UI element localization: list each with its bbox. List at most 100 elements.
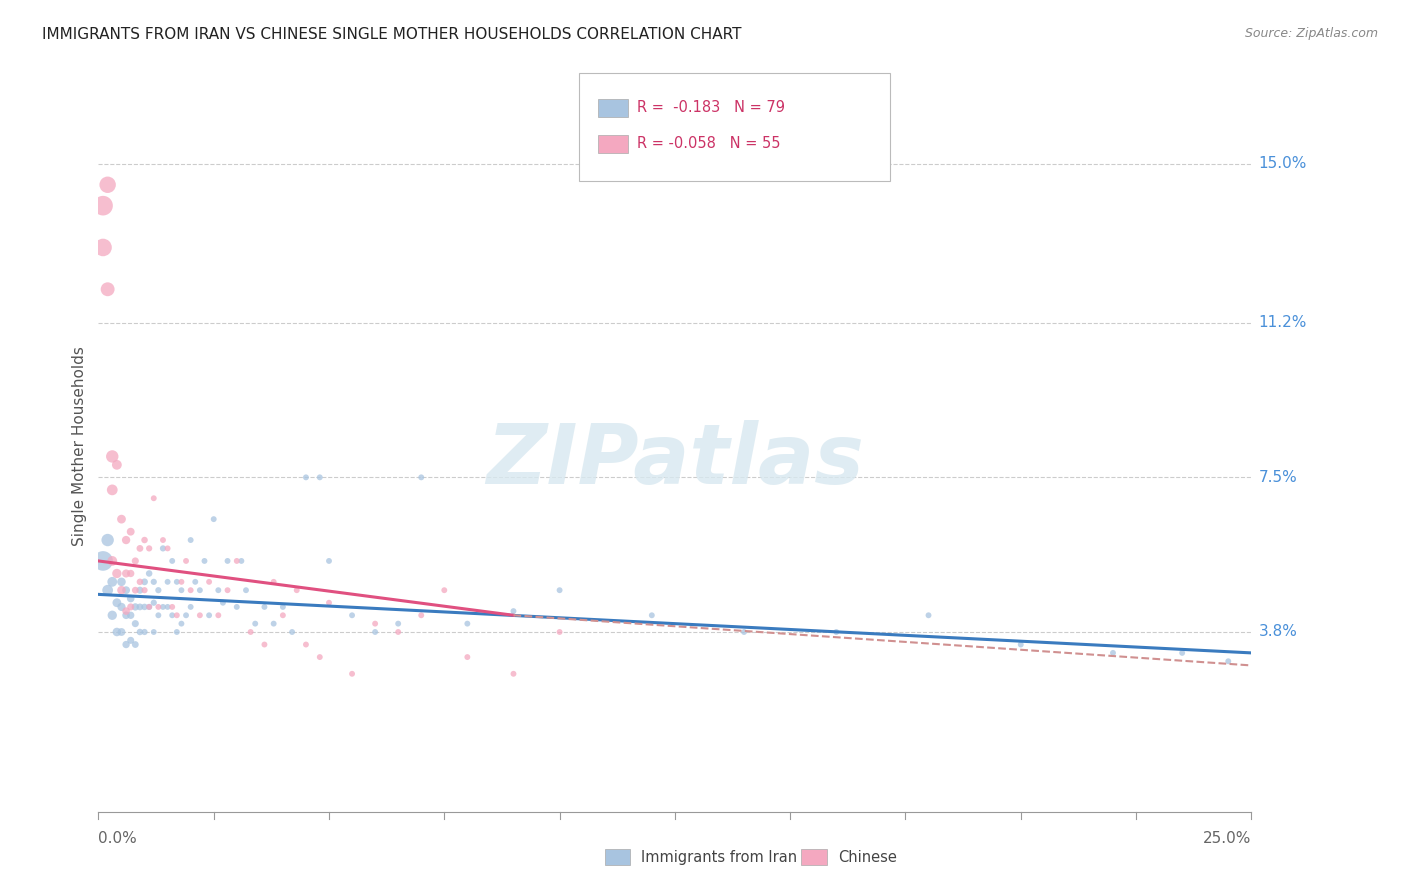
Point [174, 554, 197, 568]
Point [180, 583, 202, 598]
Point [115, 638, 138, 652]
Point [170, 616, 193, 631]
Point [97, 583, 120, 598]
Point [217, 554, 239, 568]
Point [456, 650, 478, 665]
Point [120, 566, 142, 581]
Point [101, 483, 124, 497]
Point [198, 608, 221, 623]
Text: 25.0%: 25.0% [1204, 831, 1251, 846]
Point [124, 554, 146, 568]
Point [148, 599, 170, 614]
Point [160, 599, 183, 614]
Text: R = -0.058   N = 55: R = -0.058 N = 55 [637, 136, 780, 151]
Text: 11.2%: 11.2% [1258, 315, 1306, 330]
Point [129, 583, 152, 598]
Point [271, 608, 294, 623]
Point [340, 608, 363, 623]
Point [180, 599, 202, 614]
Point [193, 554, 215, 568]
Point [166, 574, 188, 589]
Point [202, 512, 225, 526]
Point [364, 616, 387, 631]
Point [239, 625, 262, 640]
Point [91, 199, 114, 213]
Point [148, 583, 170, 598]
Point [120, 599, 142, 614]
Point [502, 666, 524, 681]
Y-axis label: Single Mother Households: Single Mother Households [72, 346, 87, 546]
Point [110, 583, 132, 598]
Point [124, 599, 146, 614]
Text: R =  -0.183   N = 79: R = -0.183 N = 79 [637, 101, 785, 115]
Point [308, 650, 330, 665]
Point [1010, 638, 1032, 652]
Point [156, 599, 179, 614]
Point [152, 533, 174, 547]
Point [115, 583, 138, 598]
Point [548, 625, 571, 640]
Point [917, 608, 939, 623]
Point [142, 574, 165, 589]
Point [188, 583, 211, 598]
Point [160, 554, 183, 568]
Point [318, 596, 340, 610]
Point [134, 533, 156, 547]
Text: 7.5%: 7.5% [1258, 470, 1298, 485]
Point [148, 608, 170, 623]
Point [825, 625, 848, 640]
Point [91, 240, 114, 254]
Point [115, 604, 138, 618]
Point [295, 470, 318, 484]
Point [124, 583, 146, 598]
Point [231, 554, 253, 568]
Point [134, 583, 156, 598]
Point [160, 608, 183, 623]
Point [97, 282, 120, 296]
Point [271, 599, 294, 614]
Point [245, 616, 267, 631]
Point [134, 574, 156, 589]
Point [129, 574, 152, 589]
Point [120, 608, 142, 623]
Point [120, 633, 142, 648]
Point [253, 599, 276, 614]
Point [318, 554, 340, 568]
Point [364, 625, 387, 640]
Point [217, 583, 239, 598]
Point [733, 625, 755, 640]
Point [120, 591, 142, 606]
Point [253, 638, 276, 652]
Point [207, 608, 229, 623]
Point [263, 616, 285, 631]
Point [142, 596, 165, 610]
Point [124, 616, 146, 631]
Point [138, 566, 160, 581]
Point [156, 541, 179, 556]
Point [101, 450, 124, 464]
Point [110, 599, 132, 614]
Point [105, 625, 128, 640]
Point [101, 574, 124, 589]
Point [180, 533, 202, 547]
Point [142, 625, 165, 640]
Point [285, 583, 308, 598]
Point [105, 566, 128, 581]
Text: Immigrants from Iran: Immigrants from Iran [641, 850, 797, 864]
Point [235, 583, 257, 598]
Text: IMMIGRANTS FROM IRAN VS CHINESE SINGLE MOTHER HOUSEHOLDS CORRELATION CHART: IMMIGRANTS FROM IRAN VS CHINESE SINGLE M… [42, 27, 742, 42]
Text: 0.0%: 0.0% [98, 831, 138, 846]
Point [101, 554, 124, 568]
Point [281, 625, 304, 640]
Point [308, 470, 330, 484]
Point [110, 625, 132, 640]
Point [129, 625, 152, 640]
Point [124, 638, 146, 652]
Point [387, 625, 409, 640]
Text: ZIPatlas: ZIPatlas [486, 420, 863, 501]
Point [138, 541, 160, 556]
Point [295, 638, 318, 652]
Point [105, 458, 128, 472]
Point [188, 608, 211, 623]
Point [115, 608, 138, 623]
